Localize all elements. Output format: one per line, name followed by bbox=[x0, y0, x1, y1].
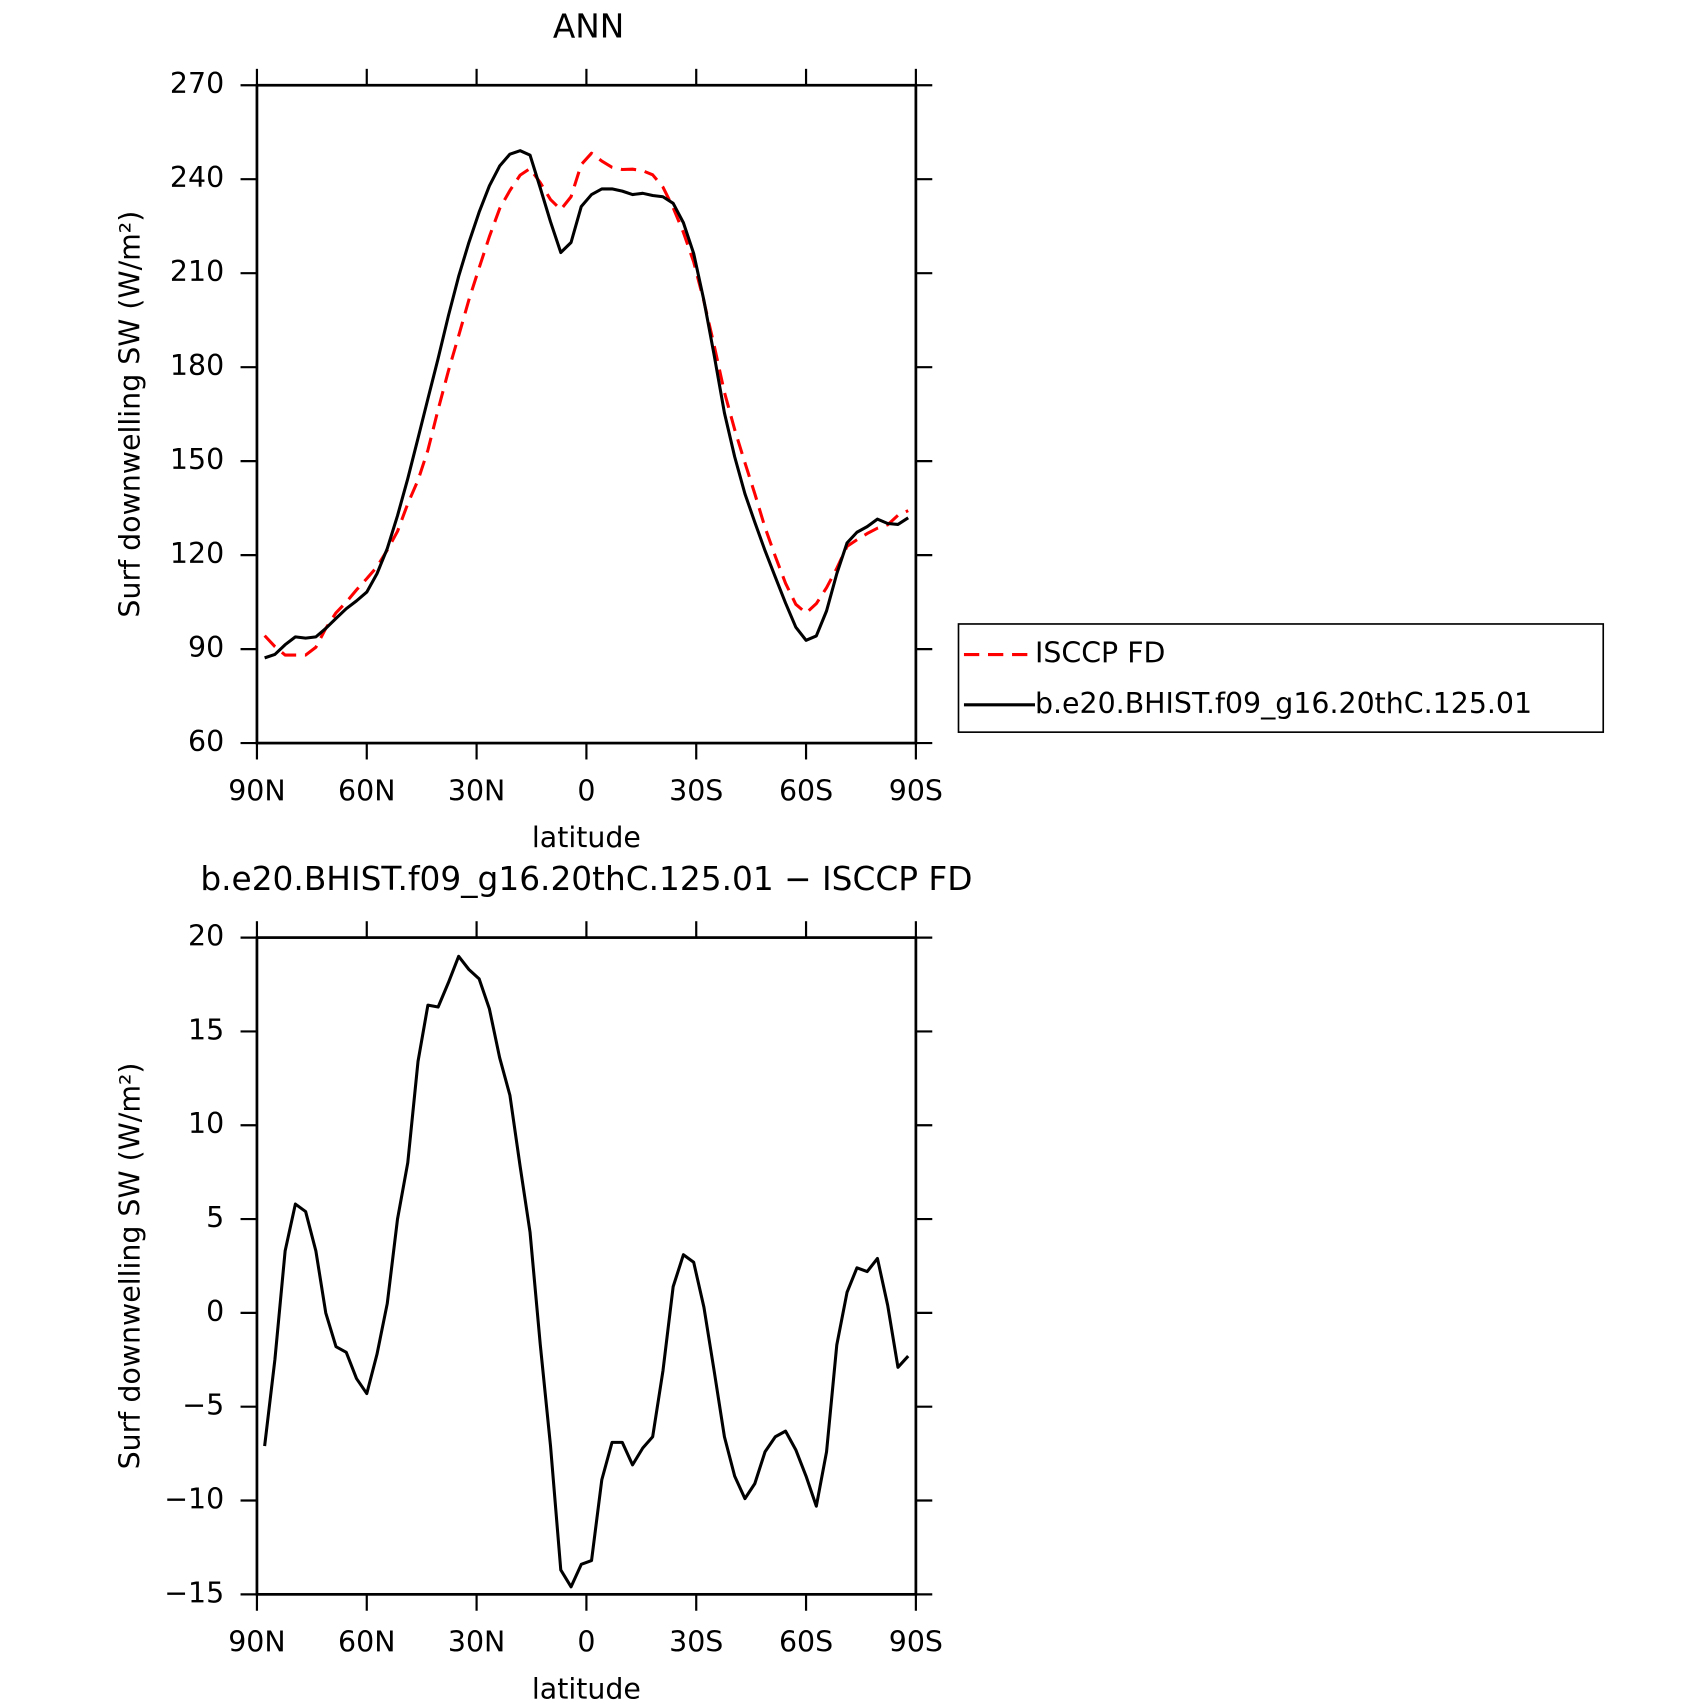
x-tick-label: 90N bbox=[228, 774, 285, 807]
y-tick-label: 150 bbox=[170, 443, 224, 476]
data-line bbox=[264, 149, 910, 660]
x-tick-label: 90S bbox=[889, 774, 943, 807]
x-tick-label: 90S bbox=[889, 1626, 943, 1659]
y-tick-label: 10 bbox=[188, 1107, 224, 1140]
y-tick-label: −15 bbox=[164, 1576, 224, 1609]
x-tick-label: 30S bbox=[669, 1626, 723, 1659]
y-tick-label: 120 bbox=[170, 537, 224, 570]
x-tick-label: 0 bbox=[577, 774, 595, 807]
x-axis-label: latitude bbox=[532, 821, 641, 854]
y-tick-label: 15 bbox=[188, 1013, 224, 1046]
x-tick-label: 90N bbox=[228, 1626, 285, 1659]
x-tick-label: 60S bbox=[779, 774, 833, 807]
y-tick-label: 60 bbox=[188, 725, 224, 758]
x-tick-label: 30S bbox=[669, 774, 723, 807]
y-tick-label: −10 bbox=[164, 1483, 224, 1516]
x-tick-label: 30N bbox=[448, 1626, 505, 1659]
x-axis-label: latitude bbox=[532, 1673, 641, 1706]
y-tick-label: 20 bbox=[188, 920, 224, 953]
x-tick-label: 0 bbox=[577, 1626, 595, 1659]
y-tick-label: 270 bbox=[170, 67, 224, 100]
legend-box bbox=[957, 623, 1605, 733]
legend-label: ISCCP FD bbox=[1035, 637, 1165, 670]
y-tick-label: 180 bbox=[170, 349, 224, 382]
y-tick-label: 0 bbox=[206, 1295, 224, 1328]
x-tick-label: 60N bbox=[338, 1626, 395, 1659]
x-tick-label: 60N bbox=[338, 774, 395, 807]
plot-frame bbox=[255, 83, 918, 745]
data-line bbox=[263, 954, 910, 1589]
y-tick-label: 240 bbox=[170, 161, 224, 194]
chart-title: b.e20.BHIST.f09_g16.20thC.125.01 − ISCCP… bbox=[200, 860, 972, 898]
y-axis-label: Surf downwelling SW (W/m²) bbox=[113, 1063, 146, 1470]
y-tick-label: 90 bbox=[188, 631, 224, 664]
y-tick-label: −5 bbox=[182, 1389, 224, 1422]
x-tick-label: 60S bbox=[779, 1626, 833, 1659]
legend-label: b.e20.BHIST.f09_g16.20thC.125.01 bbox=[1035, 687, 1532, 720]
y-tick-label: 210 bbox=[170, 255, 224, 288]
x-tick-label: 30N bbox=[448, 774, 505, 807]
data-line bbox=[263, 151, 909, 657]
y-axis-label: Surf downwelling SW (W/m²) bbox=[113, 211, 146, 618]
y-tick-label: 5 bbox=[206, 1201, 224, 1234]
chart-title: ANN bbox=[553, 7, 624, 45]
